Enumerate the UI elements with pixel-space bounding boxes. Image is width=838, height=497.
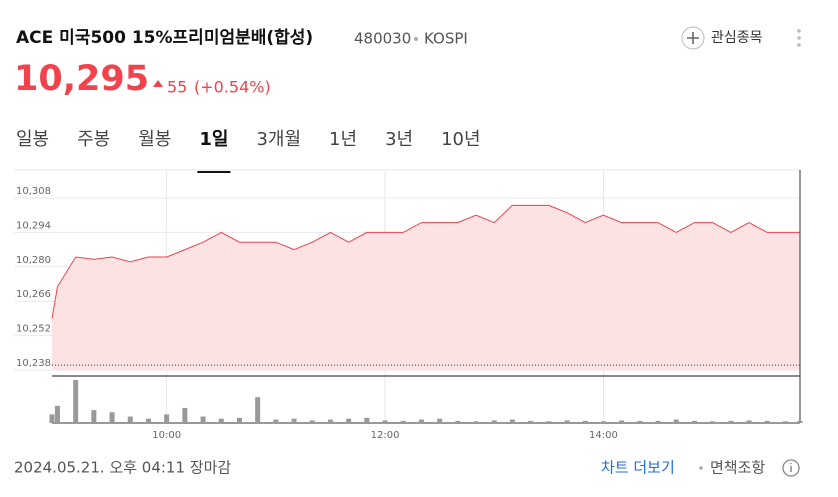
tab[interactable]: 1년 (329, 129, 357, 150)
volume-bar (200, 416, 206, 423)
price-change-pct: (+0.54%) (194, 78, 271, 97)
current-price: 10,295 (14, 59, 149, 99)
up-arrow (153, 80, 163, 87)
volume-bar (509, 419, 515, 423)
volume-bar (473, 421, 479, 423)
info-icon[interactable] (782, 459, 800, 477)
x-tick-label: 10:00 (152, 430, 181, 441)
volume-bar (309, 420, 315, 423)
volume-bar (49, 414, 55, 423)
watch-icon (681, 26, 705, 50)
more-menu[interactable] (797, 29, 801, 47)
volume-bar (145, 418, 151, 423)
more-chart-link[interactable]: 차트 더보기 (601, 459, 675, 477)
volume-bar (346, 418, 352, 423)
volume-bar (327, 419, 333, 423)
volume-bar (528, 420, 534, 423)
volume-bar (382, 420, 388, 423)
volume-bar (764, 420, 770, 423)
tab[interactable]: 1일 (199, 129, 228, 150)
volume-bar (491, 420, 497, 423)
separator-dot (414, 37, 418, 41)
volume-bar (546, 421, 552, 423)
volume-bar (364, 417, 370, 423)
volume-bar (455, 420, 461, 423)
watch-button[interactable]: 관심종목 (681, 26, 763, 50)
volume-bar (400, 420, 406, 423)
volume-bar (728, 420, 734, 423)
volume-bar (73, 380, 79, 423)
volume-bar (91, 410, 97, 423)
y-tick-label: 10,238 (16, 358, 51, 369)
price-area (52, 205, 800, 370)
volume-bar (182, 407, 188, 423)
disclaimer-link[interactable]: 면책조항 (710, 459, 765, 477)
plus-icon (687, 32, 699, 44)
volume-bar (164, 414, 170, 423)
stock-code: 480030 (354, 30, 411, 48)
market: KOSPI (424, 30, 468, 48)
watch-label[interactable]: 관심종목 (711, 30, 763, 46)
tab[interactable]: 일봉 (16, 129, 49, 150)
volume-bar (582, 420, 588, 423)
volume-bar (564, 420, 570, 423)
volume-bar (673, 419, 679, 423)
tab[interactable]: 3개월 (256, 129, 301, 150)
volume-bar (710, 421, 716, 423)
y-tick-label: 10,308 (16, 186, 51, 197)
x-tick-label: 12:00 (371, 430, 400, 441)
y-tick-label: 10,280 (16, 255, 51, 266)
volume-bar (746, 420, 752, 423)
separator-dot (699, 466, 703, 470)
volume-bar (691, 420, 697, 423)
volume-bar (273, 419, 279, 423)
volume-bar (782, 421, 788, 423)
timestamp: 2024.05.21. 오후 04:11 장마감 (14, 459, 231, 477)
volume-bar (109, 412, 115, 423)
volume-bar (218, 418, 224, 423)
volume-bar (655, 420, 661, 423)
volume-bar (600, 421, 606, 423)
tab[interactable]: 3년 (385, 129, 413, 150)
y-tick-label: 10,252 (16, 324, 51, 335)
price-change: 55 (167, 78, 187, 97)
tab[interactable]: 10년 (441, 129, 480, 150)
volume-bar (637, 420, 643, 423)
tab[interactable]: 주봉 (77, 129, 110, 150)
y-tick-label: 10,266 (16, 289, 51, 300)
volume-bar (54, 405, 60, 423)
price-line (51, 204, 800, 319)
volume-bar (291, 418, 297, 423)
volume-bar (619, 420, 625, 423)
volume-bar (255, 397, 261, 423)
x-tick-label: 14:00 (589, 430, 618, 441)
tab[interactable]: 월봉 (138, 129, 171, 150)
volume-bar (236, 417, 242, 423)
volume-bar (127, 416, 133, 423)
volume-bar (797, 420, 803, 423)
y-tick-label: 10,294 (16, 220, 51, 231)
volume-bar (437, 418, 443, 423)
volume-bar (418, 419, 424, 423)
stock-title: ACE 미국500 15%프리미엄분배(합성) (16, 27, 313, 48)
